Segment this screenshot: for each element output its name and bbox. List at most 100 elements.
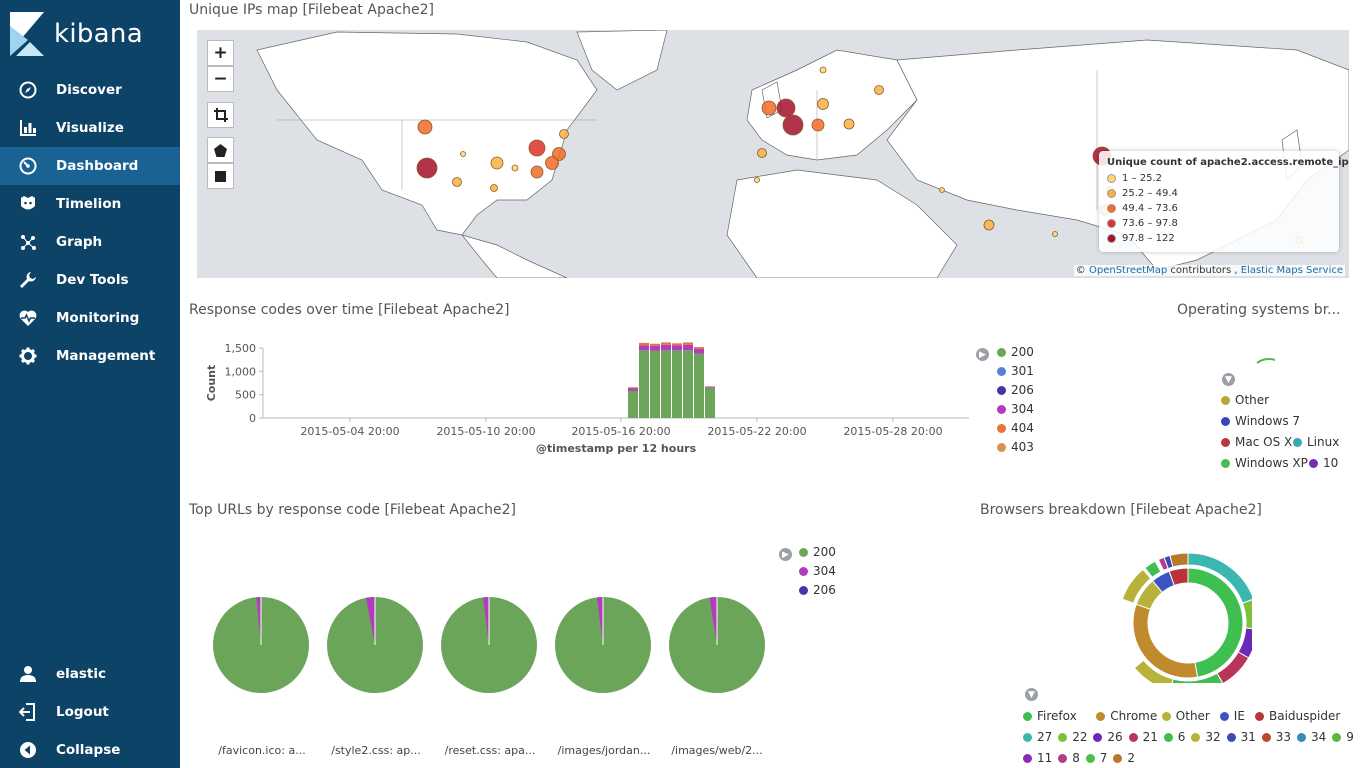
response-panel-title: Response codes over time [Filebeat Apach…: [189, 302, 510, 318]
ip-marker: [490, 184, 498, 192]
response-legend-item[interactable]: 404: [997, 421, 1034, 435]
nav-graph[interactable]: Graph: [0, 223, 180, 261]
browser-legend-item[interactable]: 2: [1113, 751, 1135, 765]
os-legend-item[interactable]: Linux: [1293, 435, 1339, 449]
browser-legend-item[interactable]: 32: [1191, 730, 1221, 744]
browser-legend-item[interactable]: 7: [1085, 751, 1108, 765]
os-panel-title: Operating systems br...: [1177, 302, 1341, 318]
nav-dashboard[interactable]: Dashboard: [0, 147, 180, 185]
nav-label: Logout: [56, 704, 109, 720]
legend-toggle-button[interactable]: ▼: [1025, 688, 1038, 701]
browser-legend-item[interactable]: 27: [1023, 730, 1052, 744]
y-tick-label: 0: [249, 412, 256, 425]
os-legend-item[interactable]: Windows 7: [1221, 414, 1300, 428]
ip-marker: [490, 156, 504, 170]
os-legend-item[interactable]: 10: [1309, 456, 1338, 470]
x-axis-label: @timestamp per 12 hours: [536, 442, 697, 455]
os-legend-item[interactable]: Mac OS X: [1221, 435, 1292, 449]
browser-legend-item[interactable]: IE: [1219, 709, 1245, 723]
bar-segment: [639, 342, 649, 346]
legend-swatch: [997, 366, 1006, 376]
y-tick-label: 1,000: [225, 365, 257, 378]
legend-swatch: [799, 585, 808, 595]
response-codes-chart[interactable]: 1,500 1,000 500 0 2015-05-04 20:00 2015-05-10…: [189, 335, 979, 465]
legend-label: 22: [1072, 730, 1088, 744]
os-legend-item[interactable]: Other: [1221, 393, 1269, 407]
os-legend-item[interactable]: Windows XP: [1221, 456, 1308, 470]
legend-label: 304: [1011, 402, 1034, 416]
map-legend-row: 73.6 – 97.8: [1107, 216, 1331, 231]
map-legend-label: 25.2 – 49.4: [1122, 188, 1178, 199]
nav-collapse[interactable]: Collapse: [0, 731, 180, 768]
browser-legend-item[interactable]: 21: [1128, 730, 1158, 744]
browser-legend-item[interactable]: 33: [1261, 730, 1291, 744]
unique-ips-map[interactable]: + − Unique count of apache2.access.remot…: [197, 30, 1349, 278]
nav-monitoring[interactable]: Monitoring: [0, 299, 180, 337]
rectangle-tool-button[interactable]: [207, 163, 234, 189]
response-legend-item[interactable]: 304: [997, 402, 1034, 416]
browser-legend-item[interactable]: 6: [1163, 730, 1186, 744]
browser-legend-item[interactable]: 11: [1023, 751, 1052, 765]
nav-label: Visualize: [56, 120, 124, 136]
nav-timelion[interactable]: Timelion: [0, 185, 180, 223]
browser-legend-item[interactable]: Chrome: [1096, 709, 1157, 723]
legend-swatch: [1309, 458, 1318, 468]
browsers-donut-chart[interactable]: [1092, 553, 1252, 683]
top-urls-pies[interactable]: [189, 585, 789, 705]
crop-tool-button[interactable]: [207, 102, 234, 128]
browser-legend-item[interactable]: 34: [1297, 730, 1326, 744]
ip-marker: [819, 66, 827, 74]
response-legend-item[interactable]: 301: [997, 364, 1034, 378]
pie-slice-304: [256, 597, 261, 645]
legend-toggle-button[interactable]: ▶: [779, 548, 792, 561]
legend-label: Windows 7: [1235, 414, 1301, 428]
ems-link[interactable]: Elastic Maps Service: [1240, 265, 1343, 276]
pie-slice-304: [366, 597, 375, 645]
nav-management[interactable]: Management: [0, 337, 180, 375]
os-pie-chart-slice[interactable]: [1255, 355, 1285, 365]
nav-visualize[interactable]: Visualize: [0, 109, 180, 147]
browser-legend-item[interactable]: 8: [1058, 751, 1080, 765]
legend-swatch: [1113, 753, 1123, 763]
brand[interactable]: kibana: [10, 12, 170, 56]
browser-legend-item[interactable]: Baiduspider: [1255, 709, 1340, 723]
donut-slice-22: [1241, 599, 1252, 630]
legend-swatch: [1058, 753, 1068, 763]
polygon-tool-button[interactable]: [207, 137, 234, 163]
bar-segment: [694, 347, 704, 349]
browser-legend-item[interactable]: 9: [1332, 730, 1354, 744]
browser-legend-item[interactable]: 22: [1058, 730, 1087, 744]
ip-marker: [1052, 231, 1058, 237]
response-legend-item[interactable]: 206: [997, 383, 1034, 397]
response-legend-item[interactable]: 200: [997, 345, 1034, 359]
urls-legend-item[interactable]: 206: [799, 583, 836, 597]
chevron-right-icon: ▶: [782, 549, 789, 560]
graph-icon: [0, 233, 56, 251]
x-tick-label: 2015-05-04 20:00: [300, 425, 399, 438]
nav-discover[interactable]: Discover: [0, 71, 180, 109]
legend-label: 7: [1099, 751, 1108, 765]
ip-marker: [782, 114, 804, 136]
pie-label: /reset.css: apa...: [444, 744, 536, 757]
response-legend-item[interactable]: 403: [997, 440, 1034, 454]
osm-link[interactable]: OpenStreetMap: [1088, 265, 1168, 276]
urls-legend-item[interactable]: 304: [799, 564, 836, 578]
nav-logout[interactable]: Logout: [0, 693, 180, 731]
zoom-out-button[interactable]: −: [207, 66, 234, 92]
bar-segment: [650, 345, 660, 351]
nav-user-elastic[interactable]: elastic: [0, 655, 180, 693]
browser-legend-item[interactable]: 26: [1093, 730, 1123, 744]
legend-swatch: [997, 423, 1006, 433]
legend-swatch: [1023, 732, 1032, 742]
browser-legend-item[interactable]: Firefox: [1023, 709, 1077, 723]
dashboard-icon: [0, 157, 56, 175]
heartbeat-icon: [0, 309, 56, 327]
zoom-in-button[interactable]: +: [207, 40, 234, 66]
legend-toggle-button[interactable]: ▼: [1222, 373, 1235, 386]
legend-label: 6: [1177, 730, 1186, 744]
legend-toggle-button[interactable]: ▶: [976, 348, 989, 361]
browser-legend-item[interactable]: Other: [1161, 709, 1210, 723]
nav-dev-tools[interactable]: Dev Tools: [0, 261, 180, 299]
urls-legend-item[interactable]: 200: [799, 545, 836, 559]
browser-legend-item[interactable]: 31: [1226, 730, 1256, 744]
